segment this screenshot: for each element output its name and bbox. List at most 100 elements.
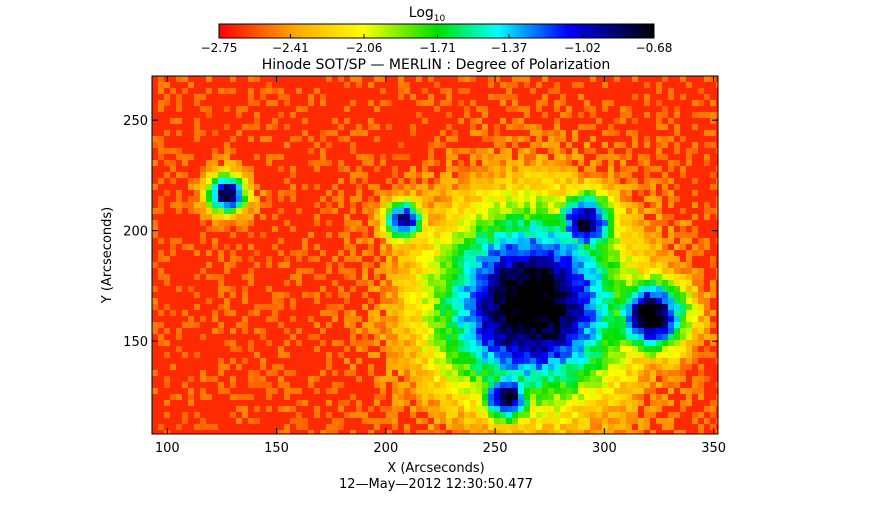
heatmap-cell (410, 202, 416, 208)
heatmap-cell (698, 88, 704, 94)
heatmap-cell (638, 226, 644, 232)
heatmap-cell (482, 280, 488, 286)
heatmap-cell (554, 172, 560, 178)
heatmap-cell (368, 328, 374, 334)
heatmap-cell (278, 250, 284, 256)
heatmap-cell (452, 154, 458, 160)
heatmap-cell (434, 196, 440, 202)
heatmap-cell (266, 82, 272, 88)
heatmap-cell (488, 358, 494, 364)
heatmap-cell (542, 328, 548, 334)
heatmap-cell (356, 154, 362, 160)
heatmap-cell (248, 220, 254, 226)
heatmap-cell (602, 370, 608, 376)
heatmap-cell (404, 184, 410, 190)
heatmap-cell (506, 94, 512, 100)
heatmap-cell (422, 172, 428, 178)
heatmap-cell (428, 388, 434, 394)
heatmap-cell (470, 148, 476, 154)
heatmap-cell (374, 208, 380, 214)
heatmap-cell (632, 130, 638, 136)
heatmap-cell (404, 208, 410, 214)
heatmap-cell (578, 364, 584, 370)
heatmap-cell (284, 262, 290, 268)
heatmap-cell (548, 412, 554, 418)
heatmap-cell (392, 364, 398, 370)
heatmap-cell (428, 214, 434, 220)
heatmap-cell (188, 208, 194, 214)
heatmap-cell (488, 400, 494, 406)
heatmap-cell (200, 334, 206, 340)
heatmap-cell (452, 400, 458, 406)
heatmap-cell (350, 268, 356, 274)
heatmap-cell (542, 172, 548, 178)
heatmap-cell (212, 376, 218, 382)
heatmap-cell (614, 274, 620, 280)
heatmap-cell (266, 136, 272, 142)
heatmap-cell (248, 280, 254, 286)
heatmap-cell (422, 346, 428, 352)
x-tick-label: 300 (592, 441, 617, 456)
heatmap-cell (482, 370, 488, 376)
heatmap-cell (596, 424, 602, 430)
heatmap-cell (608, 154, 614, 160)
heatmap-cell (506, 106, 512, 112)
heatmap-cell (524, 292, 530, 298)
heatmap-cell (164, 190, 170, 196)
heatmap-cell (656, 406, 662, 412)
heatmap-cell (476, 322, 482, 328)
heatmap-cell (650, 202, 656, 208)
heatmap-cell (236, 364, 242, 370)
heatmap-cell (254, 250, 260, 256)
heatmap-cell (566, 196, 572, 202)
heatmap-cell (500, 148, 506, 154)
heatmap-cell (176, 100, 182, 106)
heatmap-cell (554, 166, 560, 172)
chart-title: Hinode SOT/SP — MERLIN : Degree of Polar… (262, 57, 611, 73)
heatmap-cell (554, 250, 560, 256)
heatmap-cell (638, 154, 644, 160)
heatmap-cell (458, 238, 464, 244)
heatmap-cell (212, 202, 218, 208)
heatmap-cell (428, 358, 434, 364)
heatmap-cell (590, 268, 596, 274)
heatmap-cell (440, 352, 446, 358)
heatmap-cell (542, 364, 548, 370)
heatmap-cell (224, 172, 230, 178)
heatmap-cell (266, 196, 272, 202)
heatmap-cell (686, 292, 692, 298)
heatmap-cell (692, 352, 698, 358)
heatmap-cell (602, 244, 608, 250)
heatmap-cell (512, 346, 518, 352)
heatmap-cell (248, 382, 254, 388)
heatmap-cell (422, 190, 428, 196)
heatmap-cell (704, 310, 710, 316)
heatmap-cell (554, 208, 560, 214)
heatmap-cell (602, 106, 608, 112)
heatmap-cell (542, 76, 548, 82)
heatmap-cell (176, 154, 182, 160)
heatmap-cell (446, 394, 452, 400)
heatmap-cell (212, 130, 218, 136)
heatmap-cell (422, 292, 428, 298)
heatmap-cell (194, 292, 200, 298)
heatmap-cell (446, 268, 452, 274)
heatmap-cell (608, 406, 614, 412)
heatmap-cell (230, 184, 236, 190)
heatmap-cell (212, 310, 218, 316)
heatmap-cell (476, 412, 482, 418)
heatmap-cell (176, 106, 182, 112)
heatmap-cell (626, 394, 632, 400)
heatmap-cell (494, 280, 500, 286)
plot-frame (151, 75, 719, 435)
heatmap-cell (152, 304, 158, 310)
heatmap-cell (446, 334, 452, 340)
heatmap-cell (608, 400, 614, 406)
heatmap-cell (530, 202, 536, 208)
heatmap-cell (266, 256, 272, 262)
heatmap-cell (656, 322, 662, 328)
heatmap-cell (188, 394, 194, 400)
heatmap-cell (230, 178, 236, 184)
heatmap-cell (554, 256, 560, 262)
heatmap-cell (428, 172, 434, 178)
